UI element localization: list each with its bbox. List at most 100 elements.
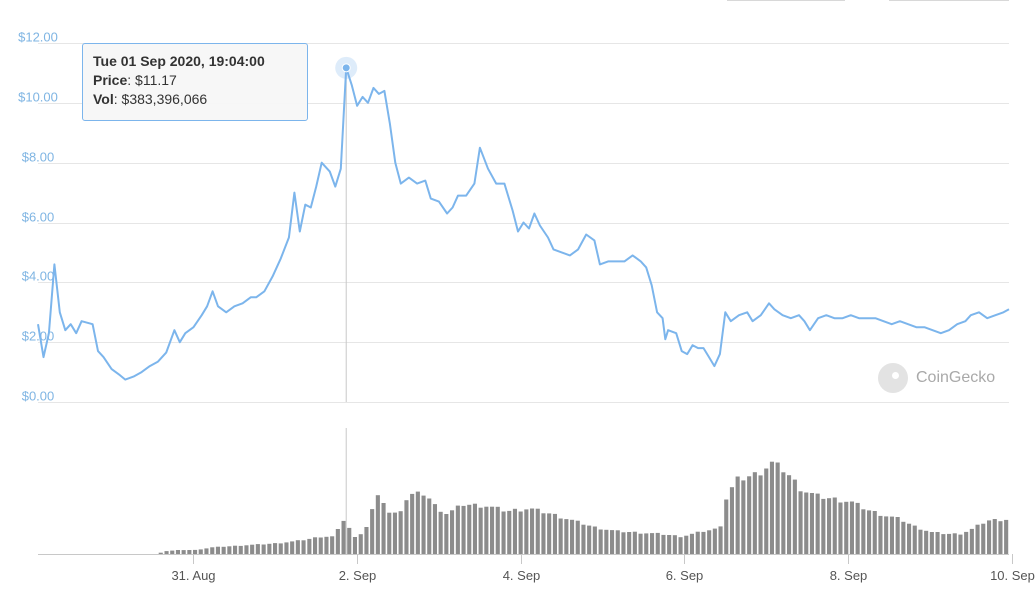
volume-bar: [215, 546, 221, 554]
y-tick-label: $2.00: [22, 329, 55, 344]
volume-bar: [261, 544, 266, 554]
volume-bar: [678, 537, 683, 554]
volume-bar: [735, 476, 740, 554]
volume-bar: [610, 530, 615, 554]
volume-bar: [981, 523, 986, 554]
watermark-text: CoinGecko: [916, 369, 996, 386]
tooltip-vol-label: Vol: [93, 91, 114, 107]
volume-bar: [455, 505, 460, 554]
volume-bar: [747, 476, 752, 554]
volume-bar: [501, 511, 506, 554]
volume-bar: [507, 510, 512, 554]
y-tick-label: $10.00: [18, 90, 58, 105]
range-button-right[interactable]: [889, 0, 1009, 1]
volume-bar: [558, 518, 563, 554]
volume-bar: [564, 519, 569, 554]
volume-bar: [267, 543, 272, 554]
volume-bar: [924, 530, 929, 554]
volume-bar: [827, 498, 832, 554]
volume-bar: [752, 472, 757, 554]
volume-bar: [438, 511, 443, 554]
volume-bar: [701, 531, 706, 554]
volume-bar: [530, 508, 535, 554]
hover-point[interactable]: [341, 63, 351, 73]
volume-bar: [621, 532, 626, 554]
volume-bar: [250, 544, 255, 554]
volume-bar: [375, 495, 380, 554]
volume-bar: [552, 513, 558, 554]
volume-bar: [815, 493, 820, 554]
volume-bar: [689, 533, 695, 554]
x-tick-label: 10. Sep: [990, 568, 1035, 583]
volume-bar: [684, 535, 689, 554]
volume-bar: [872, 511, 877, 554]
volume-bar: [632, 531, 637, 554]
price-y-axis: $0.00 $2.00 $4.00 $6.00 $8.00 $10.00 $12.00: [18, 30, 58, 404]
volume-bar: [615, 530, 620, 554]
volume-bar: [284, 542, 289, 554]
volume-bar: [861, 509, 866, 554]
volume-bar: [832, 497, 837, 554]
y-tick-label: $12.00: [18, 30, 58, 45]
volume-bar: [341, 520, 346, 554]
volume-bar: [421, 495, 426, 554]
y-tick-label: $8.00: [22, 150, 55, 165]
volume-bar: [695, 531, 700, 554]
volume-bar: [432, 504, 438, 554]
range-button-left[interactable]: [727, 0, 845, 1]
y-tick-label: $6.00: [22, 210, 55, 225]
volume-bar: [998, 521, 1003, 554]
volume-bar: [592, 526, 597, 554]
volume-bar: [878, 515, 883, 554]
x-tick-label: 4. Sep: [503, 568, 541, 583]
volume-bar: [935, 532, 940, 554]
volume-bar: [941, 534, 946, 554]
volume-bar: [381, 503, 386, 554]
volume-bar: [758, 475, 763, 554]
volume-bar: [204, 548, 209, 554]
volume-bar: [975, 524, 980, 554]
volume-bar: [570, 519, 575, 554]
volume-bar: [821, 498, 826, 554]
volume-bar: [427, 498, 432, 554]
price-tooltip: Tue 01 Sep 2020, 19:04:00 Price: $11.17 …: [82, 43, 308, 121]
volume-bar: [410, 493, 415, 554]
price-series-line[interactable]: [37, 66, 1010, 381]
volume-bar: [541, 513, 546, 554]
volume-bar: [330, 536, 335, 554]
volume-bar: [547, 513, 552, 554]
volume-bar: [969, 528, 974, 554]
volume-bar: [461, 505, 466, 554]
volume-bar: [472, 503, 478, 554]
volume-bar: [952, 533, 957, 554]
volume-bar: [958, 534, 963, 554]
volume-bar: [158, 552, 163, 554]
volume-bar: [415, 491, 420, 554]
volume-bar: [324, 536, 329, 554]
x-tick-label: 6. Sep: [666, 568, 704, 583]
volume-bar: [604, 529, 609, 554]
volume-bar: [987, 520, 992, 554]
volume-bar: [352, 537, 358, 554]
volume-bar: [444, 514, 449, 554]
volume-bar: [627, 532, 632, 554]
volume-bar: [313, 537, 318, 554]
volume-bar: [478, 507, 483, 554]
volume-bar: [193, 549, 198, 554]
volume-bar: [450, 510, 455, 554]
volume-bar: [273, 543, 278, 554]
volume-bar: [901, 521, 906, 554]
volume-bar: [490, 506, 495, 554]
volume-bar: [187, 550, 192, 554]
volume-bar: [295, 540, 300, 554]
volume-bar: [667, 535, 672, 554]
volume-bar: [495, 506, 500, 554]
volume-bar: [781, 472, 786, 554]
volume-bars: [158, 428, 1009, 554]
tooltip-price-row: Price: $11.17: [93, 72, 177, 88]
volume-bar: [907, 523, 912, 554]
volume-bar: [895, 517, 900, 554]
volume-bar: [307, 538, 312, 554]
volume-bar: [255, 544, 260, 554]
